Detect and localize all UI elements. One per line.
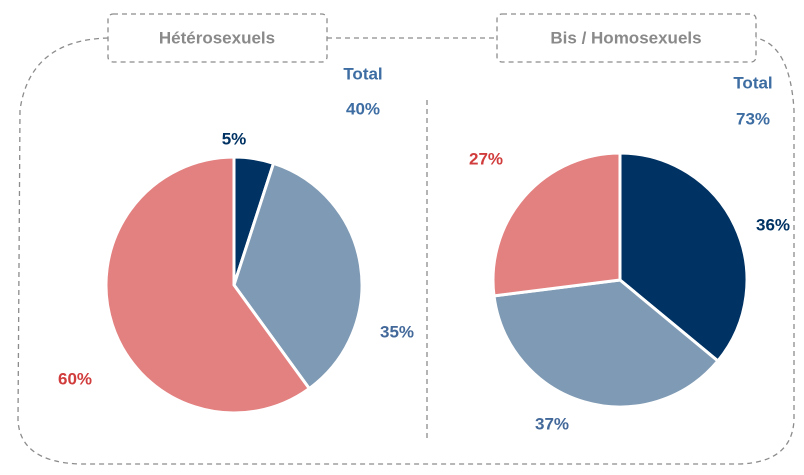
data-label: 60% [58, 369, 92, 388]
data-label: 35% [380, 322, 414, 341]
pie-title: Hétérosexuels [159, 28, 275, 47]
total-value: 40% [346, 99, 380, 118]
title-box [107, 13, 328, 63]
total-value: 73% [736, 109, 770, 128]
total-label: Total [343, 64, 382, 83]
pie-slice [491, 151, 622, 298]
total-label: Total [733, 73, 772, 92]
pie-slice [618, 151, 749, 364]
outer-frame [17, 37, 795, 465]
pie-slice [232, 161, 364, 391]
pie-title: Bis / Homosexuels [550, 28, 701, 47]
pie-slice [104, 155, 312, 415]
pie-slice [492, 278, 720, 409]
data-label: 37% [535, 414, 569, 433]
data-label: 36% [756, 215, 790, 234]
title-box [496, 13, 757, 63]
data-label: 27% [469, 149, 503, 168]
data-label: 5% [222, 129, 247, 148]
